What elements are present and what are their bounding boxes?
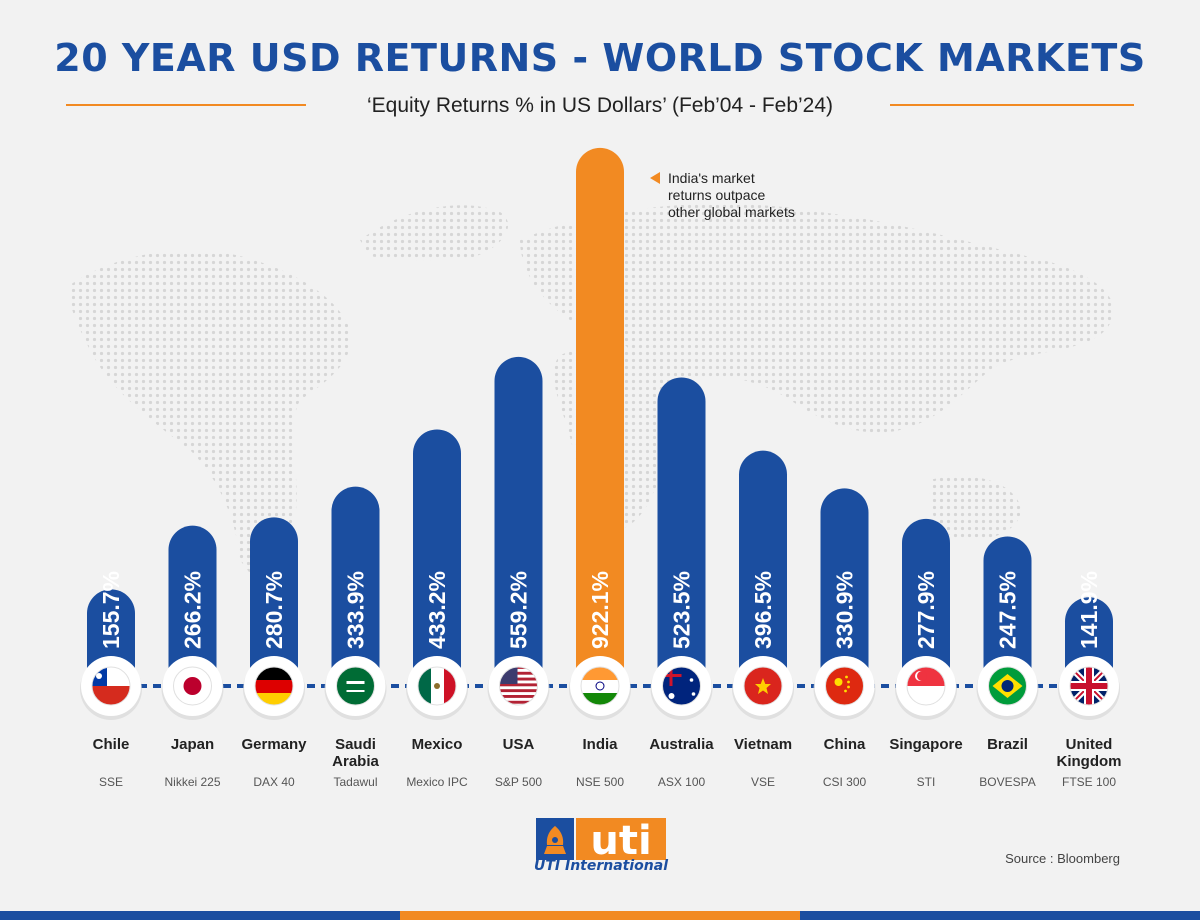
bar-mexico (413, 429, 461, 690)
bar-germany (250, 517, 298, 690)
value-label-germany: 280.7% (261, 571, 287, 649)
singapore-flag-icon (907, 667, 945, 705)
country-label-brazil: Brazil (987, 736, 1028, 753)
value-label-mexico: 433.2% (424, 571, 450, 649)
bar-usa (494, 356, 543, 690)
bar-japan (168, 525, 217, 690)
country-label-united-kingdom: United (1066, 736, 1113, 753)
country-label-germany: Germany (241, 736, 307, 753)
subtitle-rule-left (66, 104, 306, 106)
chart-title: 20 YEAR USD RETURNS - WORLD STOCK MARKET… (54, 36, 1146, 80)
footer-bar-middle (400, 911, 800, 920)
uti-logo: uti (536, 818, 666, 864)
value-label-brazil: 247.5% (995, 571, 1021, 649)
value-label-usa: 559.2% (506, 571, 532, 649)
country-label-china: China (824, 736, 866, 753)
value-label-india: 922.1% (587, 571, 613, 649)
annotation-text: India's market (668, 170, 755, 186)
vietnam-flag-icon (744, 667, 782, 705)
footer-bar-right (800, 911, 1200, 920)
brazil-flag-icon (988, 667, 1027, 705)
bar-vietnam (739, 450, 787, 690)
annotation-text: returns outpace (668, 187, 765, 203)
value-label-singapore: 277.9% (913, 571, 939, 649)
index-label-usa: S&P 500 (495, 775, 542, 789)
index-label-japan: Nikkei 225 (164, 775, 220, 789)
chile-flag-icon (92, 667, 130, 705)
annotation-pointer-icon (650, 172, 660, 184)
index-label-germany: DAX 40 (253, 775, 295, 789)
saudi-arabia-flag-icon (336, 667, 375, 705)
chart-subtitle: ‘Equity Returns % in US Dollars’ (Feb’04… (366, 94, 834, 117)
country-label-chile: Chile (93, 736, 130, 753)
index-label-vietnam: VSE (751, 775, 775, 789)
footer-bar-left (0, 911, 400, 920)
index-label-united-kingdom: FTSE 100 (1062, 775, 1116, 789)
value-label-chile: 155.7% (98, 571, 124, 649)
value-label-united-kingdom: 141.9% (1076, 571, 1102, 649)
value-label-australia: 523.5% (669, 571, 695, 649)
logo-brand: uti (590, 818, 651, 864)
index-label-chile: SSE (99, 775, 123, 789)
australia-flag-icon (662, 667, 701, 705)
country-label-saudi-arabia: Arabia (332, 753, 379, 770)
bar-saudi-arabia (331, 486, 380, 690)
country-label-saudi-arabia: Saudi (335, 736, 376, 753)
annotation-text: other global markets (668, 204, 795, 220)
bar-china (820, 488, 869, 690)
value-label-china: 330.9% (832, 571, 858, 649)
country-label-vietnam: Vietnam (734, 736, 792, 753)
index-label-mexico: Mexico IPC (406, 775, 468, 789)
subtitle-rule-right (890, 104, 1134, 106)
country-label-mexico: Mexico (412, 736, 463, 753)
index-label-india: NSE 500 (576, 775, 624, 789)
logo-name: UTI International (533, 858, 668, 874)
country-label-india: India (582, 736, 618, 753)
value-label-japan: 266.2% (180, 571, 206, 649)
country-label-united-kingdom: Kingdom (1057, 753, 1122, 770)
country-label-usa: USA (503, 736, 535, 753)
country-label-japan: Japan (171, 736, 214, 753)
bar-india (576, 147, 624, 690)
mexico-flag-icon (418, 667, 456, 705)
index-label-brazil: BOVESPA (979, 775, 1035, 789)
index-label-saudi-arabia: Tadawul (333, 775, 377, 789)
japan-flag-icon (173, 667, 212, 705)
bar-singapore (902, 518, 950, 690)
bar-australia (657, 377, 706, 690)
china-flag-icon (825, 667, 864, 705)
bar-brazil (983, 536, 1032, 690)
value-label-vietnam: 396.5% (750, 571, 776, 649)
index-label-australia: ASX 100 (658, 775, 706, 789)
source-note: Source : Bloomberg (1005, 851, 1120, 866)
country-label-singapore: Singapore (889, 736, 962, 753)
country-label-australia: Australia (649, 736, 714, 753)
index-label-singapore: STI (917, 775, 936, 789)
value-label-saudi-arabia: 333.9% (343, 571, 369, 649)
index-label-china: CSI 300 (823, 775, 867, 789)
